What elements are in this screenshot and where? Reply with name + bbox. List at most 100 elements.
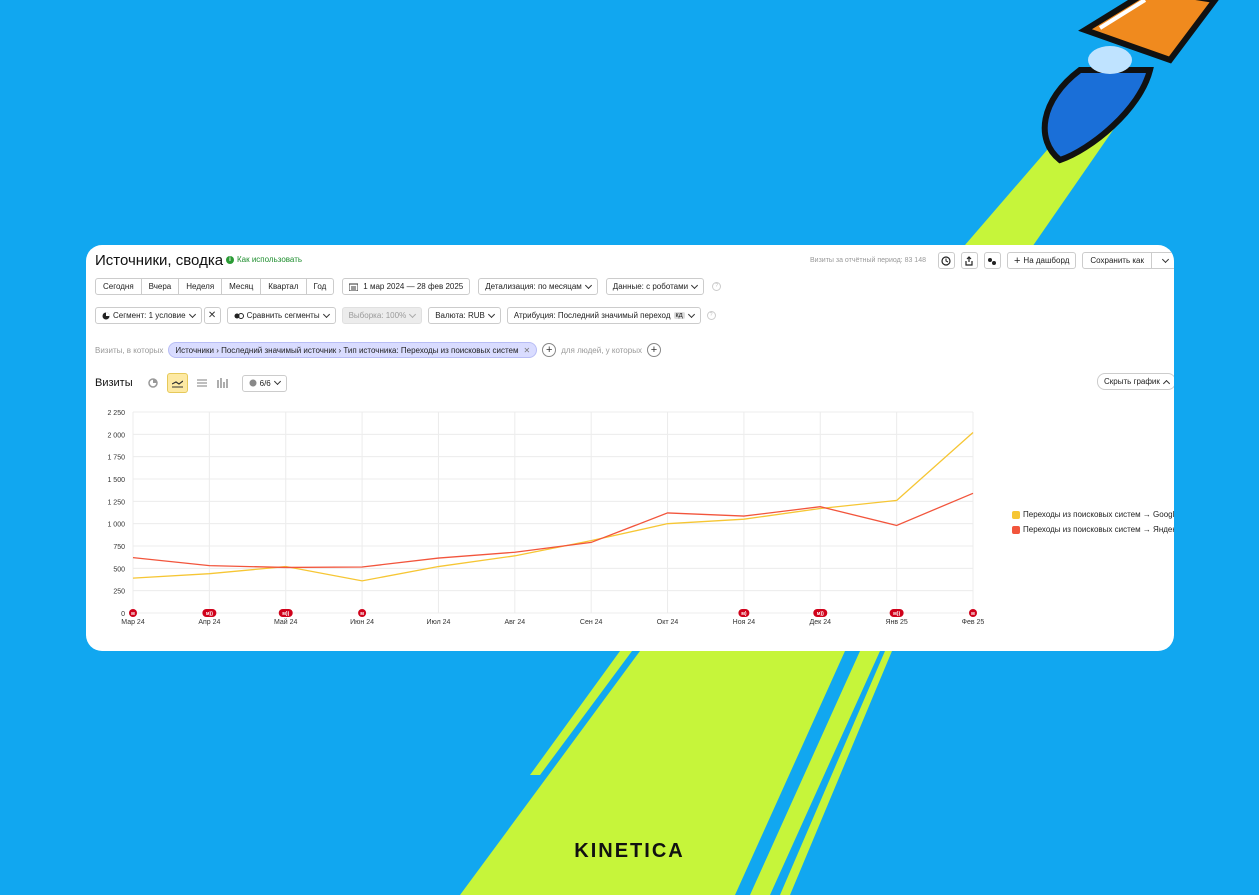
add-people-filter-button[interactable]: + [646, 343, 661, 357]
people-filter-label: для людей, у которых [561, 345, 642, 355]
dots-icon [988, 257, 997, 265]
y-tick-label: 2 250 [107, 410, 125, 417]
x-tick-label: Авг 24 [504, 619, 525, 626]
filter-chip[interactable]: Источники › Последний значимый источник … [168, 342, 538, 358]
brand-logo: KINETICA [574, 840, 685, 862]
info-icon: i [226, 255, 234, 264]
close-icon: ✕ [207, 310, 217, 321]
close-icon[interactable]: ✕ [523, 345, 531, 355]
series-selector[interactable]: 6/6 [241, 374, 287, 392]
legend-swatch-google [1012, 510, 1020, 519]
y-tick-label: 500 [113, 566, 125, 573]
area-chart-type-icon[interactable] [196, 377, 208, 389]
x-tick-label: Дек 24 [810, 619, 832, 626]
y-tick-label: 250 [113, 589, 125, 596]
annotation-marker-label: м [131, 611, 135, 617]
annotation-marker-label: м)) [893, 611, 900, 617]
annotation-marker [129, 609, 137, 617]
x-tick-label: Май 24 [274, 618, 298, 626]
history-button[interactable] [937, 252, 955, 269]
currency-dropdown[interactable]: Валюта: RUB [428, 307, 501, 324]
annotation-marker [278, 609, 293, 617]
attribution-badge: кд [673, 312, 685, 319]
y-tick-label: 1 250 [107, 499, 125, 506]
annotation-marker-label: м)) [206, 611, 213, 617]
pie-chart-type-icon[interactable] [147, 377, 159, 389]
annotation-marker [738, 609, 750, 617]
series-line-yandex [132, 492, 974, 569]
plus-icon: + [1013, 254, 1021, 267]
howto-label: Как использовать [237, 255, 303, 264]
hide-chart-label: Скрыть график [1104, 377, 1160, 386]
date-range-label: 1 мар 2024 — 28 фев 2025 [363, 282, 464, 291]
add-to-dashboard-button[interactable]: + На дашборд [1006, 252, 1077, 269]
period-week[interactable]: Неделя [179, 279, 223, 294]
line-chart-type-button[interactable] [166, 373, 188, 393]
legend-swatch-yandex [1012, 525, 1020, 534]
x-tick-label: Окт 24 [657, 619, 679, 626]
compare-segments-dropdown[interactable]: Сравнить сегменты [226, 307, 336, 324]
attribution-dropdown[interactable]: Атрибуция: Последний значимый переход кд [506, 307, 701, 324]
visualization-button[interactable] [983, 252, 1001, 269]
light-beam-sliver [530, 651, 632, 775]
period-yesterday[interactable]: Вчера [142, 279, 180, 294]
pie-icon [102, 312, 110, 319]
period-year[interactable]: Год [313, 282, 327, 291]
filter-chip-label: Источники › Последний значимый источник … [175, 345, 519, 355]
period-switcher: Сегодня Вчера Неделя Месяц Квартал Год [95, 278, 335, 295]
save-as-group: Сохранить как [1082, 252, 1174, 269]
legend-item-yandex[interactable]: Переходы из поисковых систем → Яндекс [1012, 522, 1174, 537]
light-beam-stripe [735, 651, 860, 895]
annotation-marker-label: м [971, 611, 975, 617]
bar-chart-type-icon[interactable] [216, 377, 228, 389]
add-filter-button[interactable]: + [542, 343, 557, 357]
help-icon[interactable]: ? [706, 311, 716, 320]
detail-dropdown[interactable]: Детализация: по месяцам [478, 278, 598, 295]
visits-total: Визиты за отчётный период: 83 148 [810, 257, 926, 264]
chat-icon [249, 379, 257, 387]
light-beam-thin [780, 651, 892, 895]
y-tick-label: 0 [121, 611, 125, 618]
annotation-marker [969, 609, 977, 617]
dashboard-label: На дашборд [1023, 256, 1070, 265]
y-tick-label: 1 000 [107, 522, 125, 529]
x-tick-label: Сен 24 [580, 619, 603, 626]
chart-legend: Переходы из поисковых систем → Google Пе… [1012, 507, 1174, 537]
y-tick-label: 1 750 [107, 455, 125, 462]
y-tick-label: 2 000 [107, 432, 125, 439]
annotation-marker-label: м)) [817, 611, 824, 617]
legend-item-google[interactable]: Переходы из поисковых систем → Google [1012, 507, 1174, 522]
segment-label: Сегмент: 1 условие [113, 311, 186, 320]
segment-dropdown[interactable]: Сегмент: 1 условие [95, 307, 202, 324]
series-line-google [132, 432, 974, 582]
annotation-marker [813, 609, 828, 617]
x-tick-label: Фев 25 [962, 619, 985, 626]
data-dropdown[interactable]: Данные: с роботами [605, 278, 705, 295]
annotation-marker [358, 609, 367, 617]
help-icon[interactable]: ? [712, 282, 722, 291]
line-chart-icon [171, 380, 183, 387]
howto-link[interactable]: i Как использовать [226, 255, 302, 264]
hide-chart-button[interactable]: Скрыть график [1097, 373, 1174, 390]
annotation-marker [889, 609, 904, 617]
clear-segment-button[interactable]: ✕ [203, 307, 221, 324]
period-quarter[interactable]: Квартал [261, 279, 307, 294]
page-title: Источники, сводка [95, 252, 224, 269]
y-tick-label: 750 [113, 544, 125, 551]
share-icon [965, 255, 974, 266]
export-button[interactable] [960, 252, 978, 269]
plus-icon: + [546, 343, 553, 356]
currency-label: Валюта: RUB [435, 311, 485, 320]
date-range-picker[interactable]: 1 мар 2024 — 28 фев 2025 [342, 278, 471, 295]
x-tick-label: Янв 25 [885, 619, 907, 626]
filter-prefix: Визиты, в которых [95, 345, 164, 355]
annotation-marker [202, 609, 217, 617]
period-month[interactable]: Месяц [222, 279, 262, 294]
save-as-button[interactable]: Сохранить как [1083, 253, 1152, 268]
period-today[interactable]: Сегодня [96, 279, 142, 294]
report-card: Источники, сводка i Как использовать Виз… [86, 245, 1174, 651]
sample-dropdown[interactable]: Выборка: 100% [341, 307, 423, 324]
x-tick-label: Апр 24 [198, 619, 220, 626]
x-tick-label: Ноя 24 [733, 619, 756, 626]
